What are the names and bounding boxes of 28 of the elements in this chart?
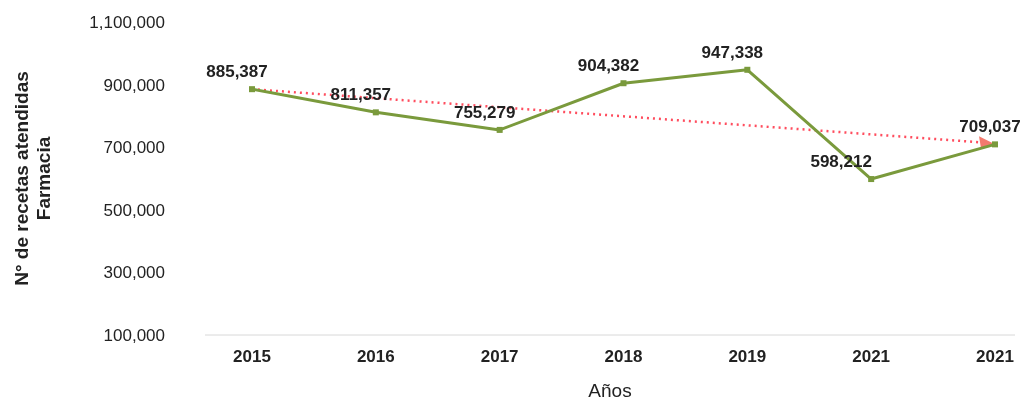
y-tick-label: 500,000 <box>103 200 165 220</box>
x-tick-label: 2019 <box>728 347 767 366</box>
data-label: 885,387 <box>206 62 268 82</box>
x-tick-label: 2017 <box>480 347 519 366</box>
data-label: 755,279 <box>453 102 516 122</box>
x-tick-label: 2016 <box>356 347 395 366</box>
x-tick-label: 2021 <box>976 347 1014 366</box>
data-label: 811,357 <box>330 85 392 105</box>
x-axis-title: Años <box>588 380 632 401</box>
point <box>992 141 998 148</box>
point <box>249 86 255 93</box>
data-label: 947,338 <box>701 42 764 62</box>
x-tick-label: 2015 <box>233 347 271 366</box>
y-tick-label: 100,000 <box>103 325 165 345</box>
point <box>868 176 875 183</box>
y-tick-label: 300,000 <box>103 263 165 283</box>
x-tick-label: 2018 <box>604 347 643 366</box>
y-tick-label: 700,000 <box>103 138 165 158</box>
data-label: 709,037 <box>959 117 1021 137</box>
point <box>372 109 379 116</box>
point <box>620 80 627 87</box>
y-axis-title: N° de recetas atendidas Farmacia <box>11 71 54 286</box>
x-tick-label: 2021 <box>852 347 891 366</box>
y-tick-label: 1,100,000 <box>89 12 165 32</box>
point <box>744 66 751 73</box>
y-tick-label: 900,000 <box>103 75 165 95</box>
data-label: 904,382 <box>577 56 640 76</box>
point <box>496 126 503 133</box>
